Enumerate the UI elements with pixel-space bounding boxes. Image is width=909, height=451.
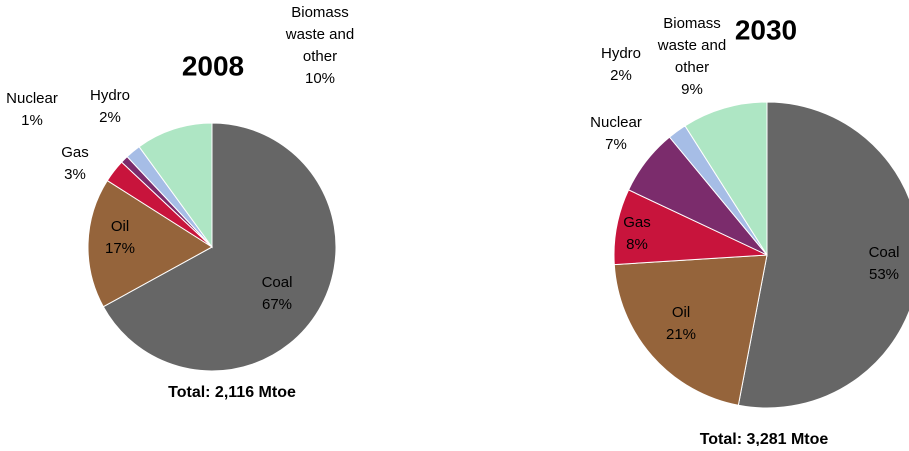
total-label: Total: 3,281 Mtoe [700, 431, 829, 446]
pie-slice-biomass-waste-and-other [138, 122, 213, 249]
slice-label-hydro: Hydro 2% [601, 45, 641, 84]
pie-slice-coal [737, 101, 909, 409]
slice-label-coal: Coal 67% [262, 274, 293, 313]
slice-label-nuclear: Nuclear 1% [6, 90, 58, 129]
slice-label-nuclear: Nuclear 7% [590, 114, 642, 153]
slice-label-gas: Gas 8% [623, 214, 651, 253]
slice-label-biomass-waste-and-other: Biomass waste and other 10% [285, 4, 354, 87]
pie-slice-oil [87, 179, 213, 308]
pie-chart-2008: Coal 67% Oil 17% Gas 3%Nuclear 1% Hydro 2% Biomas… [6, 4, 354, 401]
slice-label-oil: Oil 17% [105, 218, 135, 257]
slice-label-biomass-waste-and-other: Biomass waste and other 9% [657, 15, 726, 98]
slice-label-gas: Gas 3% [61, 144, 89, 183]
slice-label-oil: Oil 21% [666, 304, 696, 343]
slice-label-coal: Coal 53% [869, 244, 900, 283]
chart-title: 2030 [735, 14, 797, 45]
chart-title: 2008 [182, 50, 244, 81]
pie-chart-2030: Coal 53% Oil 21% Gas 8% Nuclear 7% Hydro 2% Biomas… [590, 14, 909, 448]
total-label: Total: 2,116 Mtoe [168, 384, 296, 401]
pie-slice-coal [102, 122, 337, 372]
pie-slice-biomass-waste-and-other [684, 101, 768, 257]
pie-slice-oil [613, 254, 768, 406]
slice-label-hydro: Hydro 2% [90, 87, 130, 126]
